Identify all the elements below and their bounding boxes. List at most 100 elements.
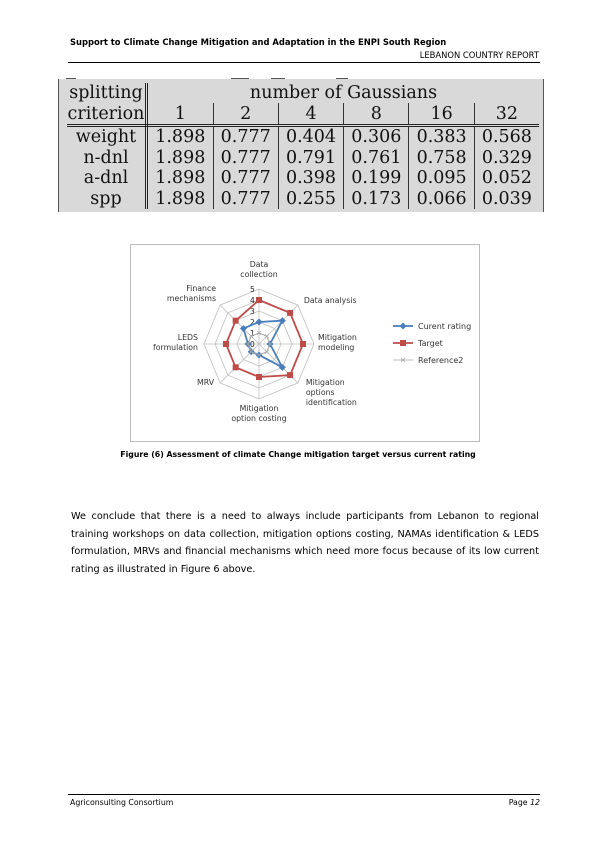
table-cell: 0.758 [408,147,475,168]
radar-category-label: Finance [186,284,216,293]
table-head-splitting: splitting [67,83,148,104]
radar-category-label: modeling [318,343,354,352]
radar-series-point [248,349,254,355]
radar-series-point [278,363,286,371]
radar-series-point [300,341,306,347]
table-group-header: number of Gaussians [249,83,438,104]
table-cell: 0.777 [212,188,279,209]
radar-tick-label: 2 [250,318,255,327]
radar-tick-label: 4 [250,296,255,305]
header-report-name: LEBANON COUNTRY REPORT [419,50,539,60]
table-cell: 0.777 [212,125,279,148]
table-row-label: spp [67,188,148,209]
radar-tick-label: 5 [250,285,255,294]
table-cell: 0.329 [473,147,539,168]
radar-category-label: identification [306,398,357,407]
table-col-header: 32 [473,103,539,128]
table-cell: 1.898 [146,188,214,209]
radar-category-label: Mitigation [240,404,279,413]
radar-tick-label: 1 [250,329,255,338]
footer-organization: Agriconsulting Consortium [70,798,174,807]
table-row-label: n-dnl [67,147,148,168]
legend-label: Reference2 [418,356,463,365]
radar-series-point [264,349,270,355]
table-cell: 0.173 [343,188,409,209]
radar-category-label: Data [250,260,269,269]
radar-series-point [278,317,286,325]
radar-chart: 0 1 2 3 4 5 Data collection Data analysis Mitigat… [130,244,480,442]
radar-series-point [256,352,262,358]
table-col-header: 2 [212,103,279,128]
table-cell: 0.199 [343,168,409,189]
table-col-header: 16 [408,103,475,128]
radar-series-point [255,318,263,326]
table-cell: 1.898 [146,125,214,148]
legend-swatch-marker [400,340,406,346]
radar-category-label: Mitigation [306,378,345,387]
radar-category-label: Data analysis [304,296,357,305]
legend-swatch-marker [400,357,406,363]
radar-series-point [239,324,247,332]
table-col-header: 8 [343,103,409,128]
table-cell: 0.255 [277,188,344,209]
table-row: spp 1.898 0.777 0.255 0.173 0.066 0.039 [67,188,539,209]
radar-series-point [232,317,239,324]
body-paragraph: We conclude that there is a need to alwa… [71,511,539,575]
table-row-label: a-dnl [67,168,148,189]
table-cell: 0.383 [408,125,475,148]
radar-category-label: LEDS [178,333,198,342]
footer-page-number: 12 [530,798,540,807]
radar-series-point [256,297,262,303]
footer-page-label: Page [508,798,528,807]
table-cell: 0.568 [473,125,539,148]
table-cell: 0.306 [343,125,409,148]
table-cell: 0.777 [212,147,279,168]
radar-category-label: option costing [231,414,286,423]
table-cell: 0.761 [343,147,409,168]
radar-series-point [267,341,273,347]
table-cell: 0.066 [408,188,475,209]
radar-series-point [248,333,254,339]
table-cell: 0.095 [408,168,475,189]
radar-category-label: Mitigation [318,333,357,342]
footer-page: Page 12 [509,798,540,807]
radar-series-point [287,309,294,316]
table-cell: 0.039 [473,188,539,209]
table-row: n-dnl 1.898 0.777 0.791 0.761 0.758 0.329 [67,147,539,168]
table-row: a-dnl 1.898 0.777 0.398 0.199 0.095 0.052 [67,168,539,189]
table-cell: 0.777 [212,168,279,189]
radar-category-label: formulation [153,343,198,352]
radar-series-point [287,372,294,379]
gaussians-table-image: splitting number of Gaussians criterion … [58,79,544,212]
gaussians-table: splitting number of Gaussians criterion … [67,83,539,209]
radar-series-point [264,333,270,339]
header-divider [68,62,540,63]
radar-series-point [245,341,251,347]
table-row-label: weight [67,125,148,148]
radar-category-label: options [306,388,335,397]
table-head-criterion: criterion [67,103,148,128]
radar-series-point [256,374,262,380]
legend-swatch-marker [399,322,407,330]
radar-category-label: collection [240,270,277,279]
header-title: Support to Climate Change Mitigation and… [70,37,447,47]
radar-category-label: MRV [197,378,215,387]
legend-label: Curent rating [418,322,471,331]
radar-tick-label: 0 [250,340,255,349]
table-cell: 0.404 [277,125,344,148]
table-cell: 0.791 [277,147,344,168]
table-cell: 1.898 [146,147,214,168]
table-cell: 0.052 [473,168,539,189]
legend-label: Target [417,339,443,348]
footer-divider [68,794,540,795]
table-col-header: 4 [277,103,344,128]
radar-series-point [223,341,229,347]
table-cell: 1.898 [146,168,214,189]
figure-caption: Figure (6) Assessment of climate Change … [120,450,476,459]
table-row: weight 1.898 0.777 0.404 0.306 0.383 0.568 [67,125,539,148]
radar-series-point [256,330,262,336]
radar-category-label: mechanisms [167,294,216,303]
radar-tick-label: 3 [250,307,255,316]
table-col-header: 1 [146,103,214,128]
